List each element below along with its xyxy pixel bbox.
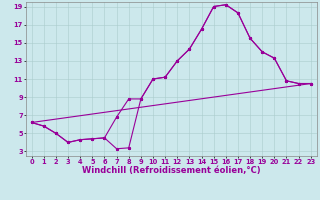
X-axis label: Windchill (Refroidissement éolien,°C): Windchill (Refroidissement éolien,°C) [82,166,260,175]
